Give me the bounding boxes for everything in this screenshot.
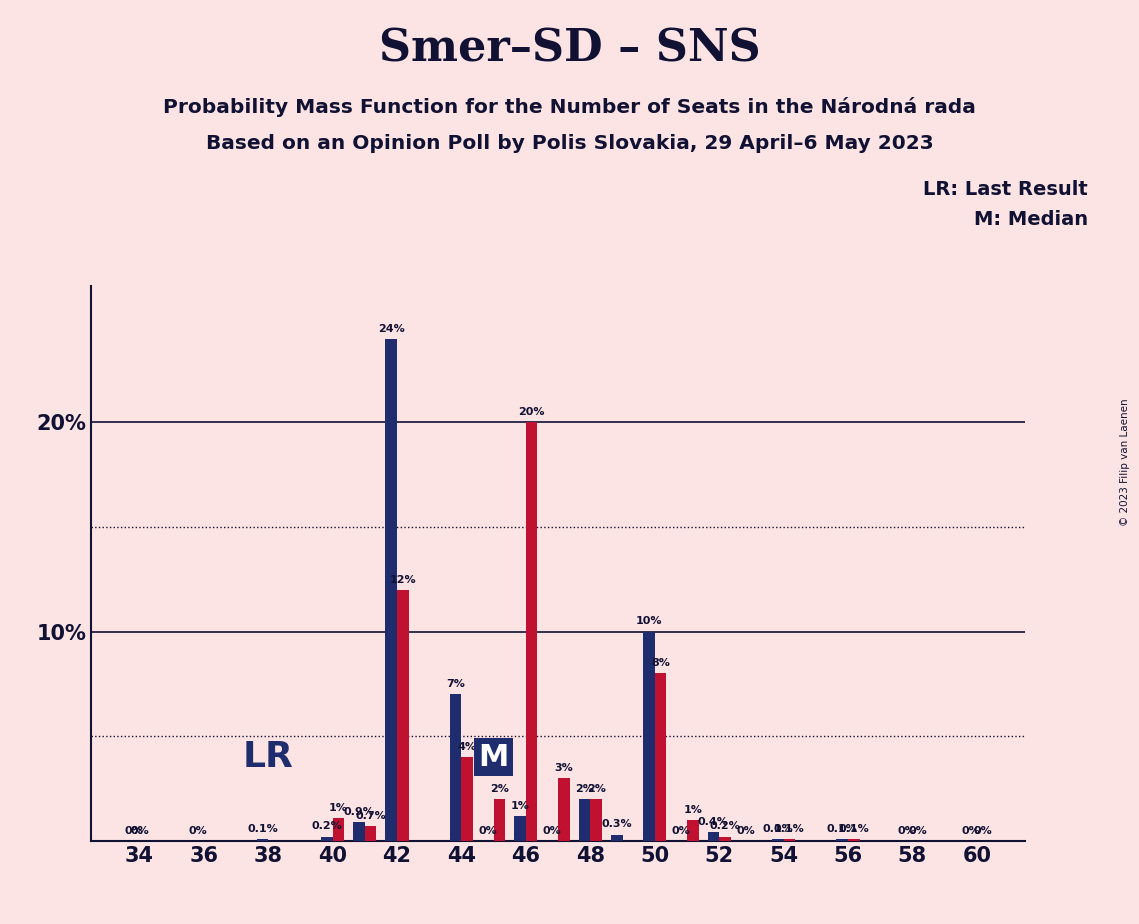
Bar [719,836,731,841]
Bar [364,826,377,841]
Text: 0.2%: 0.2% [311,821,342,832]
Text: 0.3%: 0.3% [601,820,632,830]
Text: 2%: 2% [587,784,606,794]
Text: 0.9%: 0.9% [344,807,375,817]
Bar [687,820,698,841]
Bar [707,833,719,841]
Bar [590,799,601,841]
Text: 4%: 4% [458,742,477,752]
Bar [461,757,473,841]
Bar [450,695,461,841]
Text: Based on an Opinion Poll by Polis Slovakia, 29 April–6 May 2023: Based on an Opinion Poll by Polis Slovak… [206,134,933,153]
Bar [493,799,506,841]
Text: M: M [478,743,509,772]
Text: 0.7%: 0.7% [355,811,386,821]
Text: 20%: 20% [518,407,544,418]
Bar [515,816,526,841]
Text: 24%: 24% [378,323,404,334]
Text: 0.1%: 0.1% [247,823,278,833]
Text: 7%: 7% [446,679,465,689]
Bar [847,839,860,841]
Text: 1%: 1% [329,803,347,812]
Text: 0.4%: 0.4% [698,817,729,827]
Bar [256,839,269,841]
Text: 0%: 0% [124,826,144,835]
Text: 2%: 2% [490,784,509,794]
Text: 8%: 8% [652,658,670,668]
Text: © 2023 Filip van Laenen: © 2023 Filip van Laenen [1121,398,1130,526]
Bar [558,778,570,841]
Bar [611,834,623,841]
Bar [333,818,344,841]
Text: 0%: 0% [189,826,207,835]
Text: 0.1%: 0.1% [775,823,805,833]
Text: LR: LR [243,740,294,774]
Bar [353,822,364,841]
Bar [772,839,784,841]
Text: 0%: 0% [736,826,755,835]
Text: 0%: 0% [130,826,149,835]
Text: 0%: 0% [961,826,981,835]
Text: 10%: 10% [636,616,662,626]
Text: LR: Last Result: LR: Last Result [923,180,1088,200]
Bar [579,799,590,841]
Bar [526,422,538,841]
Text: 0%: 0% [478,826,498,835]
Text: 0%: 0% [672,826,690,835]
Text: M: Median: M: Median [974,210,1088,229]
Text: 0.1%: 0.1% [762,823,793,833]
Bar [644,632,655,841]
Bar [385,339,398,841]
Text: 0.2%: 0.2% [710,821,740,832]
Text: 0%: 0% [543,826,562,835]
Text: 0%: 0% [909,826,927,835]
Text: 3%: 3% [555,763,573,772]
Text: 2%: 2% [575,784,593,794]
Bar [398,590,409,841]
Text: Probability Mass Function for the Number of Seats in the Národná rada: Probability Mass Function for the Number… [163,97,976,117]
Text: 0.1%: 0.1% [838,823,869,833]
Bar [784,839,795,841]
Text: 0%: 0% [898,826,916,835]
Bar [321,836,333,841]
Bar [655,674,666,841]
Text: 0%: 0% [973,826,992,835]
Text: Smer–SD – SNS: Smer–SD – SNS [378,28,761,71]
Text: 0.1%: 0.1% [827,823,858,833]
Text: 1%: 1% [510,800,530,810]
Bar [836,839,847,841]
Text: 1%: 1% [683,805,702,815]
Text: 12%: 12% [390,575,416,585]
